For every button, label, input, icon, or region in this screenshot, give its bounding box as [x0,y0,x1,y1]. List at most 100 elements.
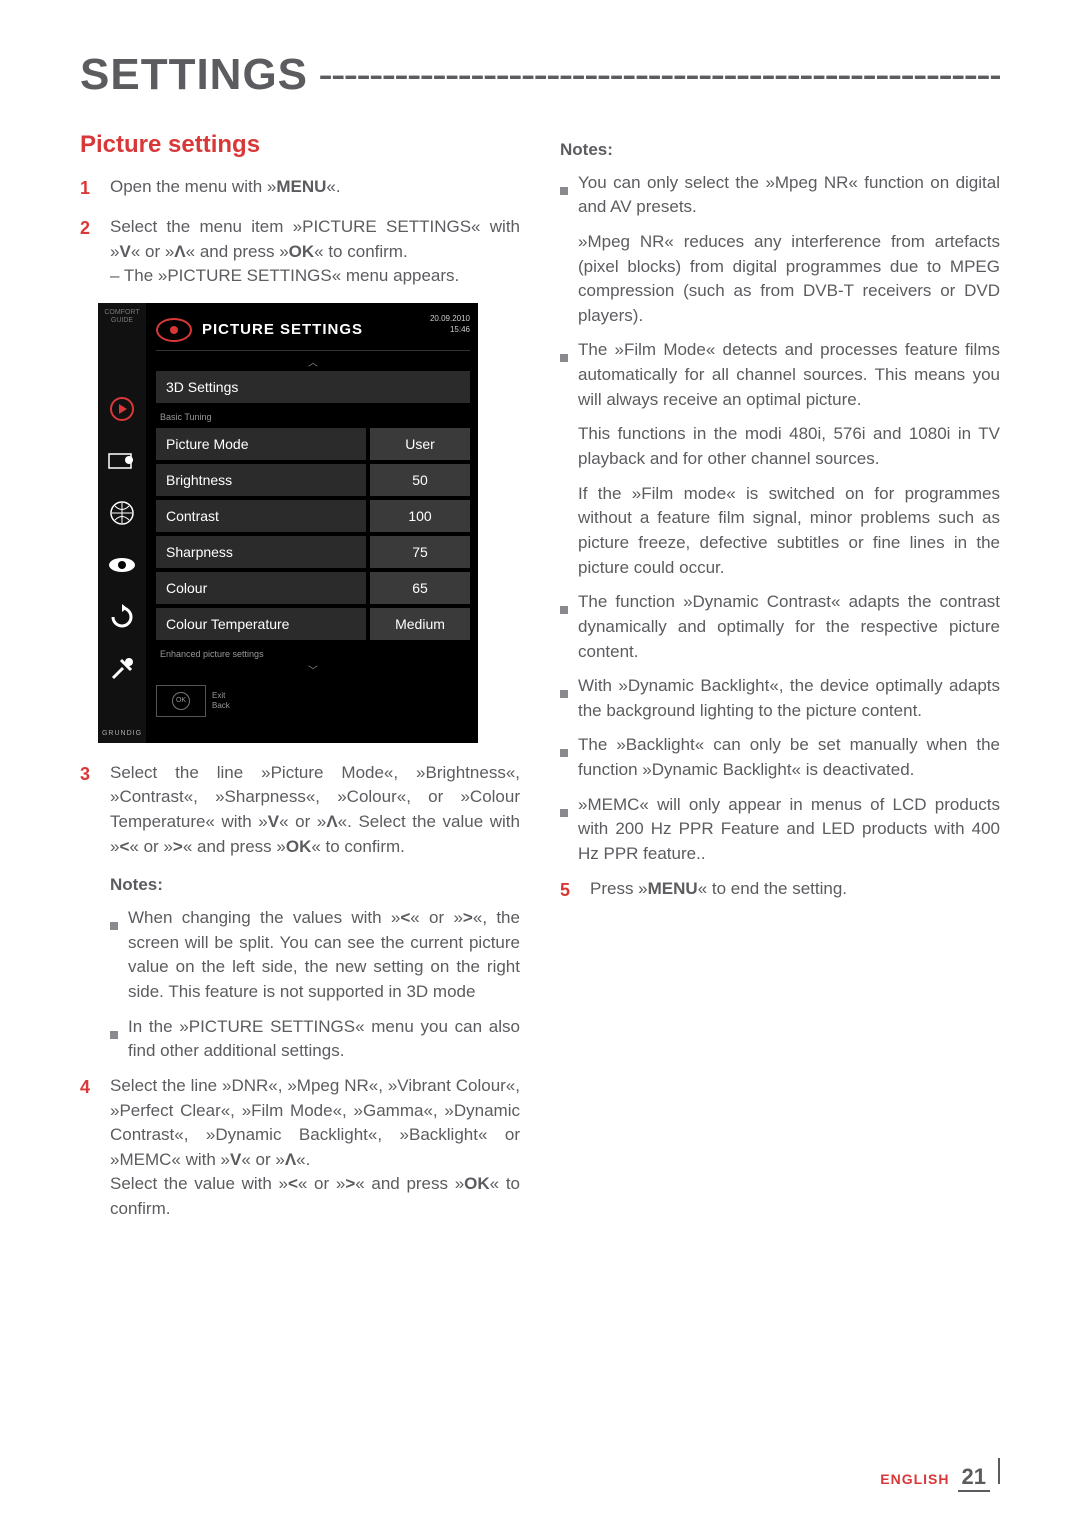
step-5-num: 5 [560,877,590,903]
osd-row-brightness: Brightness 50 [156,464,470,496]
step-3-body: Select the line »Picture Mode«, »Brightn… [110,761,520,860]
step-5: 5 Press »MENU« to end the setting. [560,877,1000,903]
note-r5-text: The »Backlight« can only be set manually… [578,733,1000,782]
dpad-icon: OK [156,685,206,717]
up-arrow-icon: Λ [326,812,337,831]
step-1-t1: Open the menu with » [110,177,276,196]
screen-icon [107,446,137,476]
osd-ct-value: 100 [370,500,470,532]
step-1-t2: «. [326,177,340,196]
osd-row-colour: Colour 65 [156,572,470,604]
right-column: Notes: You can only select the »Mpeg NR«… [560,128,1000,1236]
step-1: 1 Open the menu with »MENU«. [80,175,520,201]
note-r1-text: You can only select the »Mpeg NR« functi… [578,171,1000,220]
s5b: « to end the setting. [698,879,847,898]
down-arrow-icon: V [230,1150,241,1169]
footer-bar [998,1458,1000,1484]
title-rule: ----------------------------------------… [308,50,1000,99]
bullet-icon [110,906,128,1005]
osd-guide2: GUIDE [111,317,133,324]
s4f: « and press » [355,1174,464,1193]
s2c: « and press » [186,242,289,261]
chevron-up-icon: ︿ [156,357,470,371]
left-arrow-icon: < [288,1174,298,1193]
content-columns: Picture settings 1 Open the menu with »M… [80,128,1000,1236]
note-r4-text: With »Dynamic Backlight«, the device opt… [578,674,1000,723]
up-arrow-icon: Λ [174,242,185,261]
osd-datetime: 20.09.2010 15:46 [430,313,470,336]
step-4-body: Select the line »DNR«, »Mpeg NR«, »Vibra… [110,1074,520,1222]
osd-co-value: 65 [370,572,470,604]
note-r3: The function »Dynamic Contrast« adapts t… [560,590,1000,664]
osd-3d-label: 3D Settings [166,377,238,397]
s4c: «. [296,1150,310,1169]
osd-brand: GRUNDIG [102,729,142,739]
osd-row-3d: 3D Settings [156,371,470,403]
chevron-down-icon: ﹀ [156,665,470,679]
s2l2: – The »PICTURE SETTINGS« menu appears. [110,266,459,285]
left-arrow-icon: < [400,908,410,927]
s3b: « or » [279,812,326,831]
osd-sh-value: 75 [370,536,470,568]
step-1-num: 1 [80,175,110,201]
note-r2c: If the »Film mode« is switched on for pr… [578,482,1000,581]
osd-time: 15:46 [450,325,470,334]
osd-footer: OK Exit Back [156,685,470,717]
osd-footer-text: Exit Back [212,691,230,710]
notes-heading-left: Notes: [110,873,520,898]
osd-row-picture-mode: Picture Mode User [156,428,470,460]
page-footer: ENGLISH 21 [880,1458,1000,1492]
note-r3-text: The function »Dynamic Contrast« adapts t… [578,590,1000,664]
osd-ctemp-value: Medium [370,608,470,640]
osd-title: PICTURE SETTINGS [202,319,363,341]
osd-sidebar: COMFORT GUIDE GRUNDIG [98,303,146,743]
s4e: « or » [298,1174,345,1193]
left-arrow-icon: < [119,837,129,856]
left-column: Picture settings 1 Open the menu with »M… [80,128,520,1236]
note-left-1-text: When changing the values with »<« or »>«… [128,906,520,1005]
step-2-num: 2 [80,215,110,289]
bullet-icon [560,171,578,220]
step-4-num: 4 [80,1074,110,1222]
picture-settings-heading: Picture settings [80,128,520,163]
step-3: 3 Select the line »Picture Mode«, »Brigh… [80,761,520,860]
bullet-icon [560,590,578,664]
footer-page-number: 21 [958,1464,990,1492]
up-arrow-icon: Λ [285,1150,296,1169]
osd-row-contrast: Contrast 100 [156,500,470,532]
step-1-body: Open the menu with »MENU«. [110,175,520,201]
note-r1: You can only select the »Mpeg NR« functi… [560,171,1000,220]
note-r5: The »Backlight« can only be set manually… [560,733,1000,782]
step-3-num: 3 [80,761,110,860]
osd-br-value: 50 [370,464,470,496]
osd-sh-label: Sharpness [156,536,366,568]
osd-row-colour-temp: Colour Temperature Medium [156,608,470,640]
menu-keyword: MENU [648,879,698,898]
refresh-icon [107,602,137,632]
osd-header-icon [156,318,192,342]
globe-icon [107,498,137,528]
osd-screenshot: COMFORT GUIDE GRUNDIG PICTURE SETTINGS 2… [98,303,478,743]
osd-row-sharpness: Sharpness 75 [156,536,470,568]
note-left-1: When changing the values with »<« or »>«… [110,906,520,1005]
s2b: « or » [131,242,174,261]
eye-icon [107,550,137,580]
n1a: When changing the values with » [128,908,400,927]
ok-keyword: OK [286,837,312,856]
down-arrow-icon: V [268,812,279,831]
tools-icon [107,654,137,684]
play-icon [107,394,137,424]
s3e: « or » [129,837,172,856]
s3f: « and press » [183,837,286,856]
s5a: Press » [590,879,648,898]
ok-circle: OK [172,692,190,710]
s4a: Select the line »DNR«, »Mpeg NR«, »Vibra… [110,1076,520,1169]
notes-heading-right: Notes: [560,138,1000,163]
step-2-body: Select the menu item »PICTURE SETTINGS« … [110,215,520,289]
osd-guide-label: COMFORT GUIDE [104,309,139,324]
page-title: SETTINGS -------------------------------… [80,50,1000,100]
note-r2b: This functions in the modi 480i, 576i an… [578,422,1000,471]
s4d: Select the value with » [110,1174,288,1193]
ok-keyword: OK [289,242,315,261]
note-r6-text: »MEMC« will only appear in menus of LCD … [578,793,1000,867]
